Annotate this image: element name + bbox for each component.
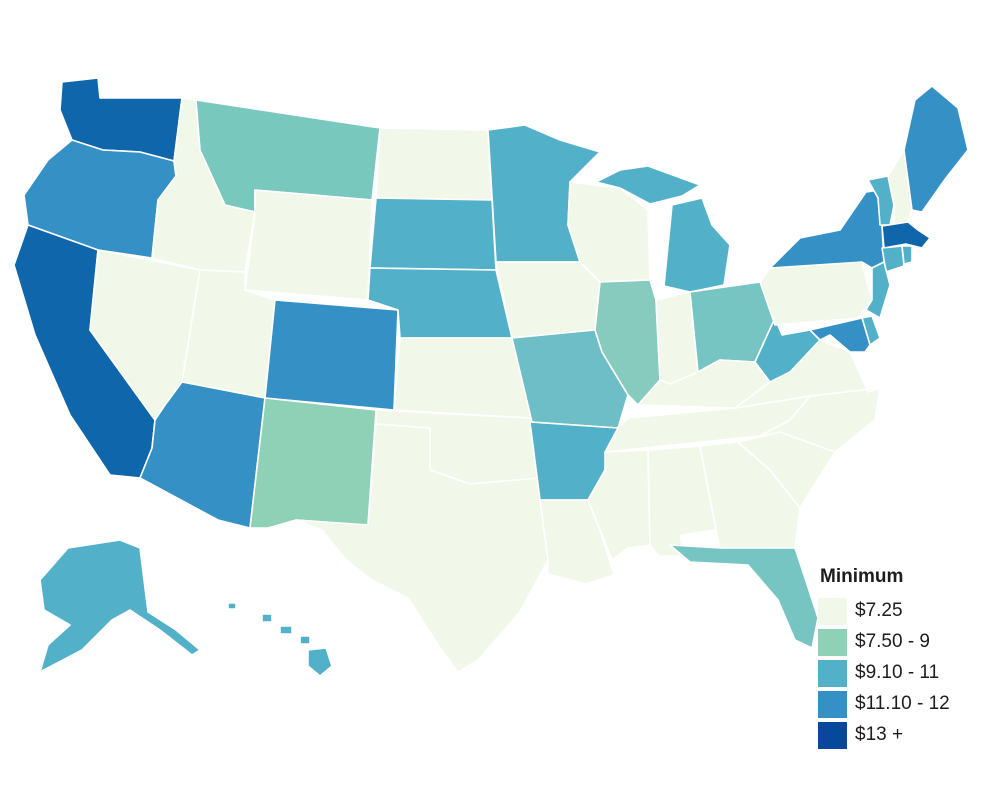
state-wy[interactable] <box>244 189 373 301</box>
state-mi-upper[interactable] <box>595 165 701 205</box>
legend-item: $13 + <box>818 720 988 750</box>
legend-swatch <box>818 597 847 625</box>
legend-title: Minimum <box>820 566 904 587</box>
state-nj[interactable] <box>865 261 891 319</box>
legend-swatch <box>818 721 847 749</box>
state-ma[interactable] <box>881 221 931 249</box>
state-ks[interactable] <box>393 337 531 419</box>
state-nm[interactable] <box>249 397 377 529</box>
legend-swatch <box>818 628 847 656</box>
legend: Minimum $7.25 $7.50 - 9 $9.10 - 11 $11.1… <box>818 566 988 751</box>
state-nd[interactable] <box>375 127 493 201</box>
legend-item: $11.10 - 12 <box>818 689 988 719</box>
legend-item: $9.10 - 11 <box>818 658 988 688</box>
state-ak[interactable] <box>39 539 201 673</box>
legend-swatch <box>818 659 847 687</box>
states-layer <box>13 77 969 677</box>
state-ia[interactable] <box>495 261 601 339</box>
state-tx[interactable] <box>295 423 549 673</box>
legend-label: $13 + <box>855 724 904 745</box>
state-pa[interactable] <box>759 261 873 326</box>
state-fl[interactable] <box>669 544 819 649</box>
legend-item: $7.50 - 9 <box>818 627 988 657</box>
state-md[interactable] <box>809 317 871 353</box>
legend-label: $7.50 - 9 <box>855 631 930 652</box>
state-me[interactable] <box>903 85 969 213</box>
legend-label: $7.25 <box>855 600 903 621</box>
state-ri[interactable] <box>901 245 913 265</box>
legend-swatch <box>818 690 847 718</box>
legend-label: $11.10 - 12 <box>855 693 950 714</box>
state-hi[interactable] <box>227 602 333 677</box>
state-sd[interactable] <box>369 197 497 271</box>
state-nc[interactable] <box>737 387 881 453</box>
legend-item: $7.25 <box>818 596 988 626</box>
state-ny[interactable] <box>769 189 885 269</box>
state-mi[interactable] <box>663 197 731 293</box>
state-co[interactable] <box>264 299 399 411</box>
legend-label: $9.10 - 11 <box>855 662 940 683</box>
